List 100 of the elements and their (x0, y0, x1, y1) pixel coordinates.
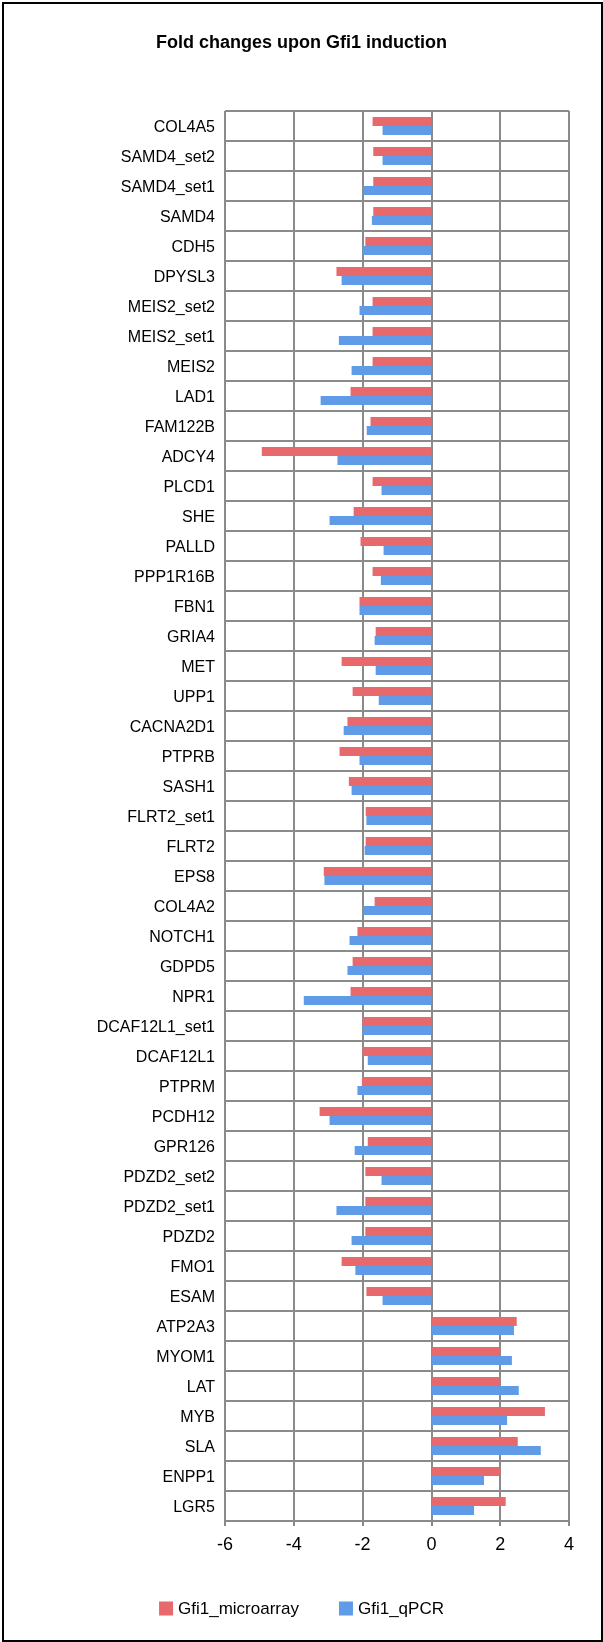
bar (351, 786, 432, 795)
bar (324, 876, 432, 885)
bar (431, 1467, 501, 1476)
bar (361, 1077, 432, 1086)
bar (373, 177, 432, 186)
y-tick-label: ENPP1 (162, 1467, 216, 1485)
bar (365, 1227, 432, 1236)
bar (431, 1437, 518, 1446)
legend-label: Gfi1_microarray (178, 1599, 300, 1618)
bar (357, 1086, 432, 1095)
x-tick-label: 2 (495, 1534, 506, 1554)
bar (352, 687, 432, 696)
bar (343, 726, 432, 735)
y-tick-label: SAMD4 (159, 207, 216, 225)
bar (365, 837, 432, 846)
bar (431, 1317, 517, 1326)
y-tick-label: SLA (184, 1437, 216, 1455)
bar (382, 156, 432, 165)
y-tick-label: ATP2A3 (156, 1317, 216, 1335)
bar (341, 657, 432, 666)
bar (337, 456, 432, 465)
bar (354, 1146, 432, 1155)
y-tick-label: NOTCH1 (149, 927, 216, 945)
bar (431, 1377, 501, 1386)
bar (362, 246, 432, 255)
y-tick-label: UPP1 (173, 687, 216, 705)
bar (336, 1206, 432, 1215)
bar (353, 507, 432, 516)
bar (365, 807, 432, 816)
y-tick-label: LAD1 (174, 387, 216, 405)
bar (261, 447, 432, 456)
y-tick-label: PLCD1 (163, 477, 216, 495)
bar (374, 897, 432, 906)
bar (431, 1356, 512, 1365)
bar (363, 906, 432, 915)
bar (375, 666, 432, 675)
bar (371, 216, 432, 225)
bar (366, 816, 432, 825)
y-tick-label: PDZD2 (162, 1227, 216, 1245)
x-tick-label: -4 (285, 1534, 302, 1554)
bar (341, 1257, 432, 1266)
chart-title: Fold changes upon Gfi1 induction (156, 32, 447, 52)
y-tick-label: PDZD2_set2 (123, 1167, 216, 1186)
bar (375, 627, 432, 636)
bar (372, 117, 432, 126)
y-tick-label: FLRT2 (166, 837, 216, 855)
bar (367, 1137, 432, 1146)
bar (352, 957, 432, 966)
bar (370, 417, 432, 426)
y-tick-label: PTPRM (159, 1077, 215, 1095)
y-tick-label: LAT (186, 1377, 216, 1395)
y-tick-label: PDZD2_set1 (123, 1197, 216, 1216)
y-tick-label: SHE (182, 507, 215, 525)
bar (372, 567, 432, 576)
y-tick-label: GDPD5 (159, 957, 216, 975)
y-tick-label: CDH5 (171, 237, 216, 255)
bar (351, 366, 432, 375)
y-tick-label: GRIA4 (166, 627, 216, 645)
bar (303, 996, 432, 1005)
y-tick-label: ADCY4 (161, 447, 216, 465)
y-tick-label: COL4A5 (153, 117, 216, 135)
bar (359, 597, 432, 606)
bar (431, 1506, 475, 1515)
y-tick-label: SASH1 (162, 777, 216, 795)
bar (363, 186, 432, 195)
bar (349, 936, 432, 945)
y-tick-label: FBN1 (174, 597, 216, 615)
y-tick-label: FMO1 (170, 1257, 216, 1275)
bar (372, 357, 432, 366)
bar (329, 516, 432, 525)
bar (367, 1056, 432, 1065)
bar (341, 276, 432, 285)
y-tick-label: MEIS2 (166, 357, 216, 375)
bar (329, 1116, 432, 1125)
bar (366, 1287, 432, 1296)
bar (372, 327, 432, 336)
y-tick-label: EPS8 (174, 867, 216, 885)
bar (320, 396, 432, 405)
bar (431, 1446, 541, 1455)
x-tick-label: 0 (426, 1534, 437, 1554)
y-tick-label: ESAM (169, 1287, 215, 1305)
y-tick-label: NPR1 (172, 987, 216, 1005)
bar (339, 747, 432, 756)
bar (431, 1497, 506, 1506)
bar (431, 1407, 545, 1416)
bar (373, 207, 432, 216)
y-tick-label: PALLD (165, 537, 215, 555)
bar (362, 1047, 432, 1056)
bar (372, 477, 432, 486)
bar (350, 387, 432, 396)
bar (431, 1386, 519, 1395)
y-tick-label: MYOM1 (156, 1347, 216, 1365)
bar (382, 126, 432, 135)
bar (336, 267, 432, 276)
bar (374, 636, 432, 645)
y-tick-label: DCAF12L1 (135, 1047, 216, 1065)
y-tick-label: PPP1R16B (134, 567, 215, 585)
y-tick-label: MYB (180, 1407, 215, 1425)
y-tick-label: FAM122B (144, 417, 215, 435)
x-tick-label: 4 (563, 1534, 575, 1554)
